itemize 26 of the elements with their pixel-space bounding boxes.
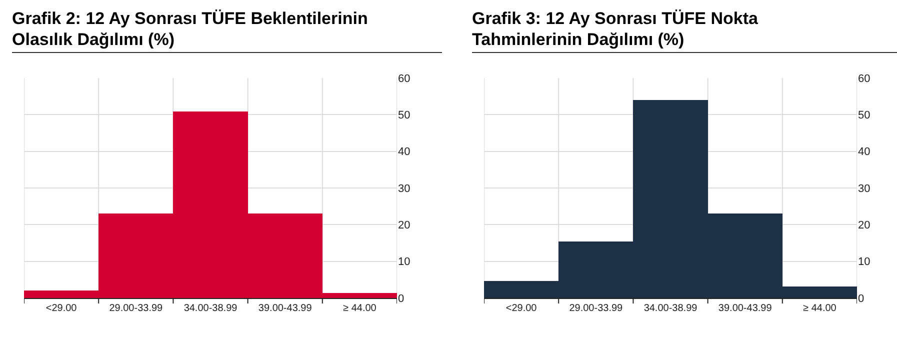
y-tick-label: 60	[398, 72, 410, 85]
y-tick-label: 60	[858, 72, 870, 85]
x-tick-label: 34.00-38.99	[644, 303, 698, 314]
y-tick-label: 30	[858, 182, 870, 195]
y-tick-label: 40	[858, 146, 870, 158]
x-tick-label: ≥ 44.00	[803, 303, 837, 314]
x-tick-label: 39.00-43.99	[258, 303, 312, 314]
chart-title: Grafik 3: 12 Ay Sonrası TÜFE Nokta Tahminlerinin Dağılımı (%)	[472, 8, 897, 53]
x-tick-label: ≥ 44.00	[343, 303, 377, 314]
x-tick-label: 29.00-33.99	[569, 303, 624, 314]
y-tick-label: 30	[398, 182, 410, 195]
y-tick-label: 50	[858, 110, 870, 122]
y-tick-label: 0	[398, 292, 404, 305]
x-tick-label: <29.00	[506, 303, 538, 314]
y-tick-label: 20	[858, 220, 870, 232]
y-tick-label: 40	[398, 146, 410, 158]
y-tick-label: 50	[398, 110, 410, 122]
y-tick-label: 20	[398, 220, 410, 232]
x-tick-label: 39.00-43.99	[718, 303, 772, 314]
y-tick-label: 10	[858, 256, 870, 268]
x-tick-label: 29.00-33.99	[109, 303, 164, 314]
y-tick-label: 0	[858, 292, 864, 305]
x-tick-label: <29.00	[46, 303, 78, 314]
chart-title: Grafik 2: 12 Ay Sonrası TÜFE Beklentilerinin Olasılık Dağılımı (%)	[12, 8, 442, 53]
x-tick-label: 34.00-38.99	[184, 303, 238, 314]
y-tick-label: 10	[398, 256, 410, 268]
